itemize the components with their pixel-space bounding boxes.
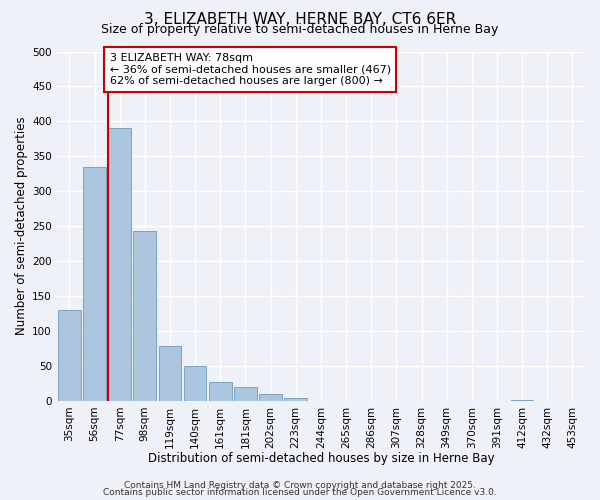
Y-axis label: Number of semi-detached properties: Number of semi-detached properties xyxy=(15,117,28,336)
Text: Contains public sector information licensed under the Open Government Licence v3: Contains public sector information licen… xyxy=(103,488,497,497)
Bar xyxy=(284,398,307,401)
Text: Size of property relative to semi-detached houses in Herne Bay: Size of property relative to semi-detach… xyxy=(101,22,499,36)
Bar xyxy=(234,387,257,401)
Bar xyxy=(511,400,533,401)
Bar xyxy=(133,231,156,401)
Bar xyxy=(109,128,131,401)
Bar xyxy=(209,382,232,401)
Bar xyxy=(184,366,206,401)
X-axis label: Distribution of semi-detached houses by size in Herne Bay: Distribution of semi-detached houses by … xyxy=(148,452,494,465)
Bar xyxy=(58,310,80,401)
Text: 3 ELIZABETH WAY: 78sqm
← 36% of semi-detached houses are smaller (467)
62% of se: 3 ELIZABETH WAY: 78sqm ← 36% of semi-det… xyxy=(110,53,391,86)
Text: 3, ELIZABETH WAY, HERNE BAY, CT6 6ER: 3, ELIZABETH WAY, HERNE BAY, CT6 6ER xyxy=(144,12,456,28)
Bar xyxy=(158,346,181,401)
Bar xyxy=(259,394,282,401)
Text: Contains HM Land Registry data © Crown copyright and database right 2025.: Contains HM Land Registry data © Crown c… xyxy=(124,480,476,490)
Bar xyxy=(83,167,106,401)
